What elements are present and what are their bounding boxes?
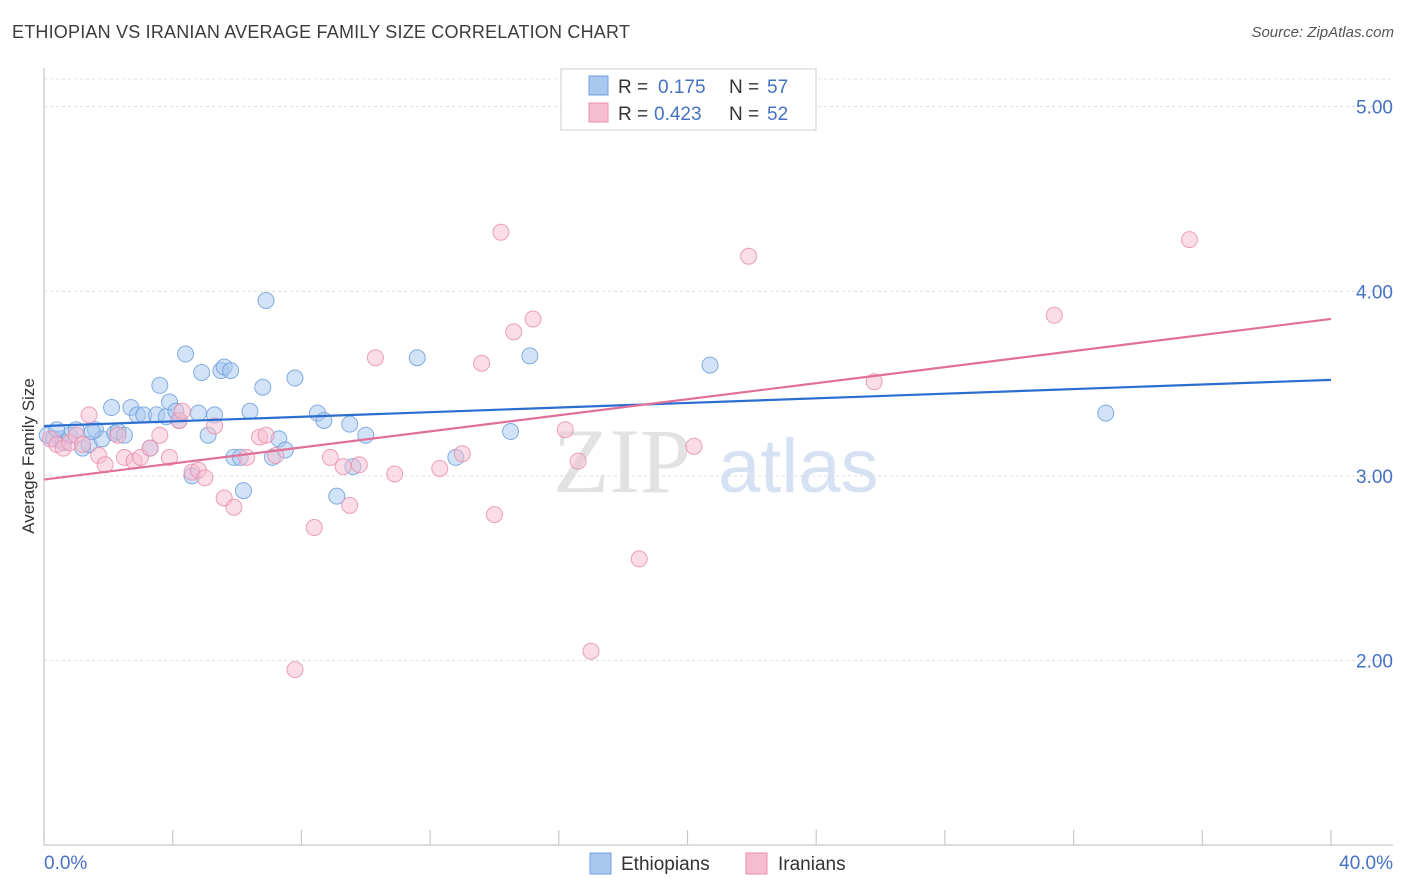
iranians-point-6 [80, 406, 98, 424]
ethiopians-point-38 [257, 291, 275, 309]
ethiopians-point-46 [341, 415, 359, 433]
ethiopians-point-35 [234, 482, 252, 500]
ethiopians-point-36 [241, 402, 259, 420]
ethiopians-point-24 [177, 345, 195, 363]
ethiopians-point-53 [701, 356, 719, 374]
iranians-point-29 [305, 519, 323, 537]
iranians-points [41, 223, 1198, 679]
iranians-point-46 [630, 550, 648, 568]
iranians-point-15 [160, 448, 178, 466]
iranians-point-28 [286, 661, 304, 679]
ethiopians-trendline [43, 378, 1332, 428]
ethiopians-point-52 [521, 347, 539, 365]
y-tick-label-3: 5.00 [1356, 98, 1393, 119]
ethiopians-point-32 [222, 362, 240, 380]
iranians-point-47 [685, 437, 703, 455]
legend-r-value-iranians: 0.423 [654, 104, 702, 125]
iranians-point-51 [1180, 231, 1198, 249]
y-axis-title: Average Family Size [19, 378, 38, 534]
iranians-trendline [43, 317, 1332, 481]
ethiopians-point-26 [189, 404, 207, 422]
bottom-legend-ethiopians: Ethiopians [621, 854, 710, 875]
ethiopians-point-51 [502, 423, 520, 441]
series-legend: Ethiopians Iranians [589, 852, 846, 875]
iranians-point-48 [740, 247, 758, 265]
y-tick-labels: 2.00 3.00 4.00 5.00 [1356, 98, 1393, 673]
iranians-point-26 [257, 426, 275, 444]
iranians-point-33 [350, 456, 368, 474]
bottom-legend-swatch-iranians [745, 852, 768, 875]
watermark: ZIP atlas [553, 410, 879, 512]
ethiopians-point-37 [254, 378, 272, 396]
source-label: Source: ZipAtlas.com [1251, 24, 1394, 41]
iranians-point-17 [173, 402, 191, 420]
iranians-point-49 [865, 373, 883, 391]
legend-swatch-ethiopians [588, 75, 609, 96]
legend-n-label-iranians: N = [729, 104, 759, 125]
iranians-point-31 [334, 458, 352, 476]
iranians-point-20 [196, 469, 214, 487]
stats-legend: R = 0.175 N = 57 R = 0.423 N = 52 [560, 68, 817, 131]
legend-n-label-ethiopians: N = [729, 77, 759, 98]
iranians-point-13 [141, 439, 159, 457]
iranians-point-50 [1045, 306, 1063, 324]
iranians-point-21 [206, 417, 224, 435]
ethiopians-point-10 [103, 399, 121, 417]
iranians-point-45 [582, 642, 600, 660]
bottom-legend-swatch-ethiopians [589, 852, 612, 875]
iranians-point-35 [386, 465, 404, 483]
iranians-point-40 [492, 223, 510, 241]
bottom-legend-iranians: Iranians [778, 854, 846, 875]
watermark-atlas: atlas [718, 424, 879, 509]
x-tick-label-max: 40.0% [1339, 853, 1393, 874]
x-tick-label-min: 0.0% [44, 853, 87, 874]
ethiopians-point-45 [328, 487, 346, 505]
grid [44, 78, 1393, 661]
iranians-point-39 [485, 506, 503, 524]
iranians-point-5 [74, 435, 92, 453]
legend-r-label-ethiopians: R = [618, 77, 648, 98]
chart-title: ETHIOPIAN VS IRANIAN AVERAGE FAMILY SIZE… [12, 22, 631, 42]
ethiopians-point-49 [408, 349, 426, 367]
iranians-point-32 [341, 496, 359, 514]
ethiopians-point-54 [1097, 404, 1115, 422]
y-tick-label-1: 3.00 [1356, 467, 1393, 488]
legend-r-label-iranians: R = [618, 104, 648, 125]
legend-swatch-iranians [588, 102, 609, 123]
trendlines [43, 317, 1332, 481]
iranians-point-34 [366, 349, 384, 367]
iranians-point-37 [453, 445, 471, 463]
y-tick-label-2: 4.00 [1356, 282, 1393, 303]
y-tick-label-0: 2.00 [1356, 651, 1393, 672]
ethiopians-point-42 [286, 369, 304, 387]
iranians-point-38 [473, 354, 491, 372]
iranians-point-42 [524, 310, 542, 328]
iranians-point-24 [238, 448, 256, 466]
legend-n-value-ethiopians: 57 [767, 77, 788, 98]
iranians-point-44 [569, 452, 587, 470]
ethiopians-point-19 [151, 376, 169, 394]
legend-n-value-iranians: 52 [767, 104, 788, 125]
iranians-point-14 [151, 426, 169, 444]
iranians-point-30 [321, 448, 339, 466]
iranians-point-43 [556, 421, 574, 439]
legend-r-value-ethiopians: 0.175 [658, 77, 706, 98]
axes [43, 68, 1393, 846]
iranians-point-41 [505, 323, 523, 341]
iranians-point-23 [225, 498, 243, 516]
iranians-point-9 [109, 426, 127, 444]
iranians-point-36 [431, 459, 449, 477]
ethiopians-point-27 [193, 363, 211, 381]
